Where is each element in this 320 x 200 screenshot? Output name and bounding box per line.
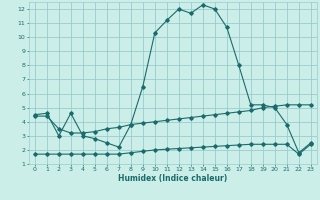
X-axis label: Humidex (Indice chaleur): Humidex (Indice chaleur) (118, 174, 228, 183)
